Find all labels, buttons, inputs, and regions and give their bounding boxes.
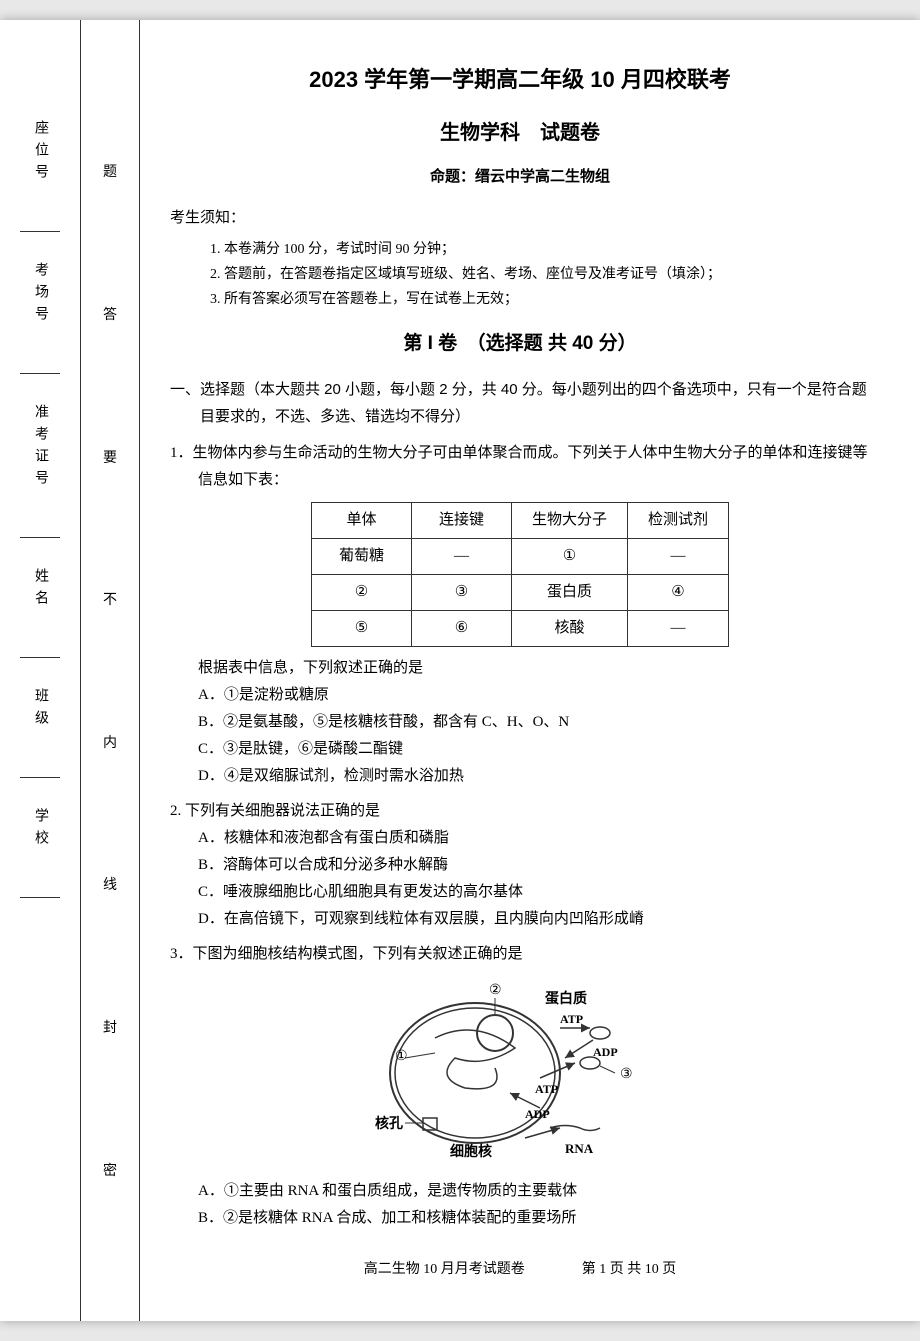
diagram-protein-label: 蛋白质	[545, 990, 587, 1007]
room-number-label: 考场号	[30, 262, 50, 328]
notice-item: 3. 所有答案必须写在答题卷上，写在试卷上无效；	[170, 287, 870, 312]
binding-char: 封	[103, 1017, 117, 1037]
section-title: 第 I 卷 （选择题 共 40 分）	[170, 327, 870, 361]
table-cell: ①	[511, 539, 627, 575]
notice-label: 考生须知：	[170, 205, 870, 232]
school-label: 学校	[30, 808, 50, 852]
diagram-pore-label: 核孔	[375, 1115, 403, 1132]
table-cell: 连接键	[411, 503, 511, 539]
diagram-atp-label: ATP	[535, 1082, 558, 1096]
blank-line	[20, 897, 60, 898]
class-label: 班级	[30, 688, 50, 732]
seat-number-label: 座位号	[30, 120, 50, 186]
binding-char: 线	[103, 874, 117, 894]
question-3-stem: 3．下图为细胞核结构模式图，下列有关叙述正确的是	[170, 941, 870, 968]
info-sidebar: 座位号 考场号 准考证号 姓名 班级 学校	[0, 20, 80, 1321]
table-cell: ④	[628, 575, 729, 611]
diagram-marker-1: ①	[395, 1049, 408, 1064]
nucleus-diagram: ① ② ③ 蛋白质 ATP ADP ATP ADP 核孔 细胞核 RNA	[170, 978, 870, 1168]
table-cell: 葡萄糖	[311, 539, 411, 575]
exam-id-label: 准考证号	[30, 404, 50, 492]
binding-char: 内	[103, 732, 117, 752]
diagram-adp-label: ADP	[593, 1045, 618, 1059]
footer-left: 高二生物 10 月月考试题卷	[364, 1262, 525, 1277]
notice-item: 1. 本卷满分 100 分，考试时间 90 分钟；	[170, 237, 870, 262]
page-footer: 高二生物 10 月月考试题卷 第 1 页 共 10 页	[170, 1257, 870, 1282]
main-content: 2023 学年第一学期高二年级 10 月四校联考 生物学科 试题卷 命题：缙云中…	[140, 20, 920, 1321]
table-cell: 检测试剂	[628, 503, 729, 539]
binding-char: 不	[103, 589, 117, 609]
table-cell: ②	[311, 575, 411, 611]
exam-page: 座位号 考场号 准考证号 姓名 班级 学校 题 答 要 不 内 线 封 密 20…	[0, 20, 920, 1321]
footer-right: 第 1 页 共 10 页	[582, 1262, 677, 1277]
option-d: D．④是双缩脲试剂，检测时需水浴加热	[170, 763, 870, 790]
binding-margin: 题 答 要 不 内 线 封 密	[80, 20, 140, 1321]
notice-item: 2. 答题前，在答题卷指定区域填写班级、姓名、考场、座位号及准考证号（填涂）；	[170, 262, 870, 287]
diagram-adp-label: ADP	[525, 1107, 550, 1121]
question-1-stem: 1．生物体内参与生命活动的生物大分子可由单体聚合而成。下列关于人体中生物大分子的…	[170, 440, 870, 494]
table-cell: 蛋白质	[511, 575, 627, 611]
diagram-rna-label: RNA	[565, 1141, 594, 1156]
blank-line	[20, 373, 60, 374]
option-a: A．核糖体和液泡都含有蛋白质和磷脂	[170, 825, 870, 852]
option-c: C．③是肽键，⑥是磷酸二酯键	[170, 736, 870, 763]
table-row: ② ③ 蛋白质 ④	[311, 575, 728, 611]
blank-line	[20, 231, 60, 232]
table-cell: —	[628, 611, 729, 647]
table-cell: ③	[411, 575, 511, 611]
table-cell: 核酸	[511, 611, 627, 647]
binding-char: 题	[103, 161, 117, 181]
question-1-post: 根据表中信息，下列叙述正确的是	[170, 655, 870, 682]
diagram-marker-2: ②	[489, 983, 502, 998]
table-row: 单体 连接键 生物大分子 检测试剂	[311, 503, 728, 539]
question-2-stem: 2. 下列有关细胞器说法正确的是	[170, 798, 870, 825]
option-a: A．①是淀粉或糖原	[170, 682, 870, 709]
table-cell: 单体	[311, 503, 411, 539]
option-b: B．溶酶体可以合成和分泌多种水解酶	[170, 852, 870, 879]
binding-char: 密	[103, 1160, 117, 1180]
section-intro: 一、选择题（本大题共 20 小题，每小题 2 分，共 40 分。每小题列出的四个…	[170, 376, 870, 430]
binding-char: 要	[103, 447, 117, 467]
table-cell: 生物大分子	[511, 503, 627, 539]
question-1-table: 单体 连接键 生物大分子 检测试剂 葡萄糖 — ① — ② ③ 蛋白质 ④ ⑤ …	[311, 502, 729, 647]
exam-author: 命题：缙云中学高二生物组	[170, 163, 870, 190]
option-a: A．①主要由 RNA 和蛋白质组成，是遗传物质的主要载体	[170, 1178, 870, 1205]
table-row: 葡萄糖 — ① —	[311, 539, 728, 575]
table-cell: ⑤	[311, 611, 411, 647]
option-b: B．②是氨基酸，⑤是核糖核苷酸，都含有 C、H、O、N	[170, 709, 870, 736]
table-cell: —	[411, 539, 511, 575]
table-cell: —	[628, 539, 729, 575]
option-d: D．在高倍镜下，可观察到线粒体有双层膜，且内膜向内凹陷形成嵴	[170, 906, 870, 933]
diagram-atp-label: ATP	[560, 1012, 583, 1026]
table-cell: ⑥	[411, 611, 511, 647]
exam-title: 2023 学年第一学期高二年级 10 月四校联考	[170, 60, 870, 100]
blank-line	[20, 537, 60, 538]
option-c: C．唾液腺细胞比心肌细胞具有更发达的高尔基体	[170, 879, 870, 906]
nucleus-svg: ① ② ③ 蛋白质 ATP ADP ATP ADP 核孔 细胞核 RNA	[365, 978, 675, 1158]
diagram-marker-3: ③	[620, 1067, 633, 1082]
blank-line	[20, 657, 60, 658]
option-b: B．②是核糖体 RNA 合成、加工和核糖体装配的重要场所	[170, 1205, 870, 1232]
name-label: 姓名	[30, 568, 50, 612]
blank-line	[20, 777, 60, 778]
diagram-nucleus-label: 细胞核	[450, 1143, 492, 1158]
table-row: ⑤ ⑥ 核酸 —	[311, 611, 728, 647]
exam-subtitle: 生物学科 试题卷	[170, 115, 870, 151]
binding-char: 答	[103, 304, 117, 324]
